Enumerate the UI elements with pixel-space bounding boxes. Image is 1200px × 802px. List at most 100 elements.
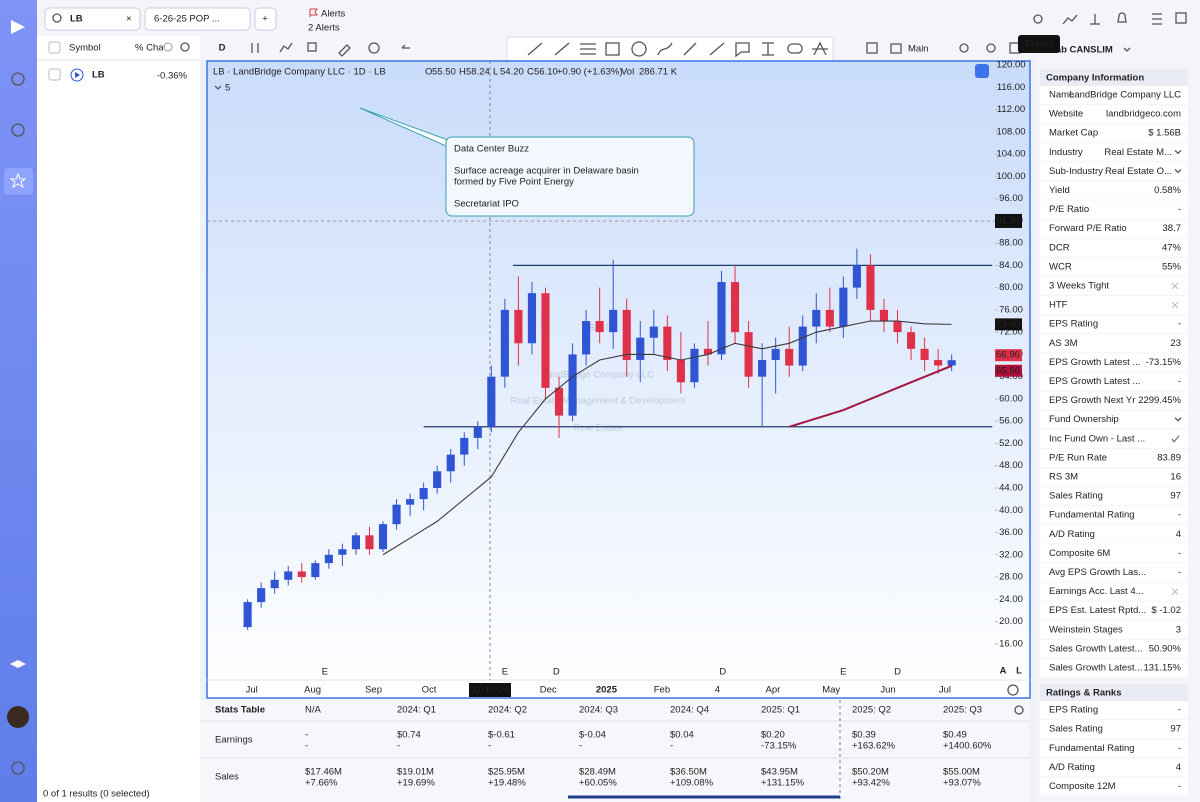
- sync-button[interactable]: [975, 64, 989, 78]
- x-icon: [1171, 282, 1179, 290]
- axis-button[interactable]: L: [1016, 666, 1022, 677]
- table-cell: $-0.04: [579, 730, 606, 741]
- nav-active[interactable]: [4, 168, 33, 195]
- search-box[interactable]: [44, 7, 141, 31]
- table-cell: $55.00M: [943, 767, 980, 778]
- price-tag-label: 66.96: [996, 350, 1020, 361]
- candle-body: [392, 504, 401, 525]
- nav-icon[interactable]: [11, 123, 25, 137]
- table-cell: $-0.61: [488, 730, 515, 741]
- y-tick-label: 108.00: [996, 126, 1025, 137]
- table-cell: $43.95M: [761, 767, 798, 778]
- panel-title[interactable]: Lab CANSLIM: [1050, 45, 1113, 56]
- candle-body: [338, 549, 347, 555]
- symbol[interactable]: LB: [92, 70, 105, 81]
- ohlc-value: 56.10: [534, 67, 558, 78]
- table-cell: -73.15%: [761, 741, 797, 752]
- checkbox[interactable]: [48, 68, 61, 81]
- row-bg: [1040, 315, 1188, 334]
- row-label: WCR: [1049, 261, 1072, 272]
- row-label: Industry: [1049, 147, 1083, 158]
- axis-button[interactable]: A: [1000, 666, 1007, 677]
- settings-icon[interactable]: [180, 42, 190, 52]
- chevron: [214, 85, 222, 90]
- nav-icon[interactable]: [11, 72, 25, 86]
- candle-body: [351, 535, 360, 550]
- table-settings[interactable]: [1014, 705, 1024, 715]
- row-bg: [1040, 296, 1188, 315]
- section-header: [1040, 684, 1188, 703]
- x-tick-label: Jul: [246, 685, 258, 696]
- candle-body: [284, 571, 293, 580]
- toolbar-icons[interactable]: [251, 42, 410, 57]
- candle-body: [406, 499, 415, 505]
- watchlist-name: 6-26-25 POP ...: [154, 14, 220, 25]
- avatar[interactable]: [7, 706, 29, 728]
- candle-body: [636, 337, 645, 360]
- row-bg: [1040, 739, 1188, 758]
- row-value: 50.90%: [1149, 643, 1182, 654]
- row-value: 131.15%: [1143, 663, 1181, 674]
- volume-value: 286.71 K: [639, 67, 678, 78]
- add-tab[interactable]: [254, 7, 277, 31]
- row-label: EPS Growth Latest ...: [1049, 357, 1140, 368]
- row-bg: [1040, 620, 1188, 639]
- row-bg: [1040, 544, 1188, 563]
- tooltip-text: Export: [1025, 39, 1053, 50]
- row-value: 4: [1176, 529, 1181, 540]
- column-header: 2025: Q3: [943, 705, 982, 716]
- candle-body: [460, 437, 469, 455]
- column-header: Symbol: [69, 43, 101, 54]
- axis-settings[interactable]: [1007, 684, 1019, 696]
- y-tick-label: 52.00: [999, 438, 1023, 449]
- layout[interactable]: Main: [908, 44, 929, 55]
- event-marker: D: [553, 667, 560, 678]
- y-tick-label: 72.00: [999, 327, 1023, 338]
- clear[interactable]: ×: [126, 14, 132, 25]
- row-label: Market Cap: [1049, 128, 1098, 139]
- checkbox[interactable]: [48, 41, 61, 54]
- stats-table: [200, 699, 1030, 802]
- interval[interactable]: D: [219, 43, 226, 54]
- row-label: Website: [1049, 109, 1083, 120]
- nav-icon[interactable]: [10, 660, 26, 668]
- symbol-line: LB · LandBridge Company LLC · 1D · LB: [213, 67, 386, 78]
- y-tick-label: 96.00: [999, 193, 1023, 204]
- row-bg: [1040, 391, 1188, 410]
- watchlist-tab[interactable]: [144, 7, 251, 31]
- candle-body: [798, 326, 807, 366]
- table-cell: $19.01M: [397, 767, 434, 778]
- change: -0.36%: [157, 71, 188, 82]
- row-value: 4: [1176, 762, 1181, 773]
- drawing-tools[interactable]: [527, 41, 828, 58]
- table-cell: +19.48%: [488, 778, 526, 789]
- candle-body: [487, 376, 496, 427]
- chevron: [1174, 149, 1182, 155]
- y-tick-label: 40.00: [999, 505, 1023, 516]
- row-label: Sales Growth Latest...: [1049, 643, 1142, 654]
- row-label: Composite 12M: [1049, 781, 1116, 792]
- event-marker: D: [894, 667, 901, 678]
- row-label: EPS Growth Latest ...: [1049, 376, 1140, 387]
- layout-icons[interactable]: [866, 42, 1021, 54]
- row-bg: [1040, 86, 1188, 104]
- alerts[interactable]: Alerts: [321, 9, 346, 20]
- event-marker: D: [719, 667, 726, 678]
- row-label: Earnings: [215, 735, 253, 746]
- help-icon[interactable]: [11, 761, 25, 775]
- row-bg: [1040, 777, 1188, 796]
- candle-body: [378, 524, 388, 550]
- y-tick-label: 56.00: [999, 416, 1023, 427]
- column-count: [163, 42, 173, 52]
- y-tick-label: 112.00: [997, 104, 1025, 115]
- search-icon: [52, 13, 62, 23]
- row-value: 83.89: [1157, 452, 1181, 463]
- top-icons[interactable]: [1033, 12, 1187, 25]
- chevron: [1123, 47, 1131, 52]
- x-tick-label: Jul: [939, 685, 951, 696]
- row-bg: [1040, 105, 1188, 124]
- row-bg: [1040, 334, 1188, 353]
- row-label: AS 3M: [1049, 338, 1078, 349]
